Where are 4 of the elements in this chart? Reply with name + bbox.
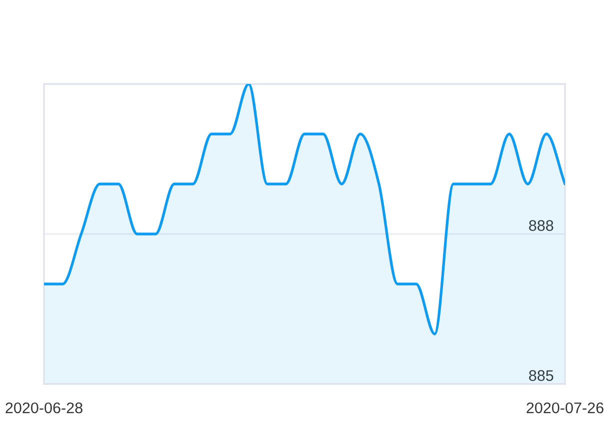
x-tick-label: 2020-07-26 <box>526 402 604 414</box>
x-tick-label: 2020-06-28 <box>6 402 82 414</box>
y-tick-label: 885 <box>529 370 554 381</box>
y-tick-label: 888 <box>529 220 554 231</box>
